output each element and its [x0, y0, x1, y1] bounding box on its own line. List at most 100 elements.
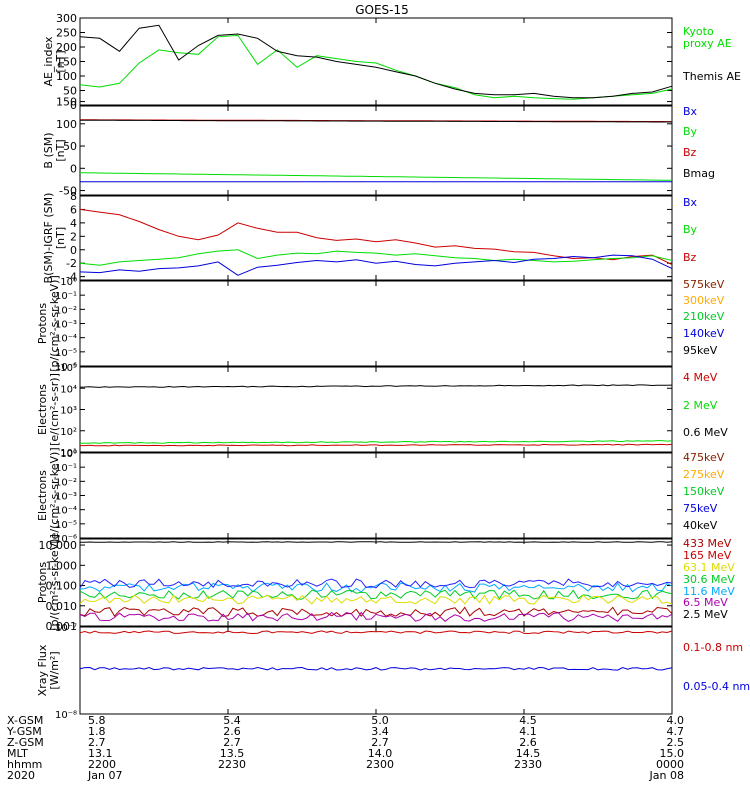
- legend-entry-b: Bz: [683, 146, 697, 159]
- x-axis-value: 4.7: [667, 725, 685, 738]
- x-axis-value: 2200: [88, 758, 116, 771]
- x-axis-value: 2230: [218, 758, 246, 771]
- panel-frame-ae: [79, 17, 673, 106]
- y-tick-label-prot1: 10⁻³: [55, 320, 77, 331]
- y-tick-label-db: 4: [70, 217, 77, 230]
- y-tick-label-ae: 0: [70, 99, 77, 112]
- y-tick-label-prot2: 1.000: [46, 559, 78, 572]
- series-line-elec1-0-6-mev: [79, 384, 673, 388]
- x-axis-row-label: MLT: [7, 747, 28, 760]
- legend-entry-db: By: [683, 223, 698, 236]
- series-line-prot2-433-mev: [79, 611, 673, 622]
- y-tick-label-b: 150: [56, 96, 77, 109]
- x-axis-value: 0000: [656, 758, 684, 771]
- x-axis-value: 2.7: [88, 736, 106, 749]
- panel-frame-xray: [79, 626, 673, 715]
- y-tick-label-prot1: 10⁻¹: [55, 291, 77, 302]
- x-axis-row-label: Y-GSM: [6, 725, 42, 738]
- y-tick-label-ae: 200: [56, 41, 77, 54]
- figure-title: GOES-15: [355, 3, 409, 17]
- y-axis-label-elec2: [e/(cm²-s-sr-keV)]: [48, 447, 61, 543]
- x-axis-value: 2.7: [223, 736, 241, 749]
- y-tick-label-elec2: 10⁻³: [55, 492, 77, 503]
- y-tick-label-b: 100: [56, 118, 77, 131]
- legend-entry-elec2: 75keV: [683, 502, 718, 515]
- y-tick-label-prot1: 10⁻⁶: [55, 362, 77, 373]
- series-line-prot2-11-6-mev: [79, 582, 673, 593]
- y-tick-label-elec1: 10⁴: [60, 384, 77, 395]
- x-axis-value: 5.0: [371, 714, 389, 727]
- y-tick-label-ae: 250: [56, 27, 77, 40]
- x-axis-value: 4.5: [519, 714, 537, 727]
- series-line-prot2-2-5-mev: [80, 541, 673, 543]
- y-axis-label-prot2: [p/(cm²-s-sr-keV)]: [48, 534, 61, 631]
- series-line-ae-themis-ae: [79, 24, 673, 99]
- legend-entry-prot1: 95keV: [683, 344, 718, 357]
- legend-entry-elec1: 2 MeV: [683, 399, 718, 412]
- y-tick-label-elec2: 10⁻²: [55, 477, 77, 488]
- y-tick-label-xray: 10⁻⁸: [55, 710, 77, 721]
- series-line-elec1-2-mev: [80, 440, 673, 444]
- x-axis-row-label: Z-GSM: [7, 736, 44, 749]
- x-axis-value: 2.6: [223, 725, 241, 738]
- legend-entry-elec2: 150keV: [683, 485, 725, 498]
- x-axis-value: 5.8: [88, 714, 106, 727]
- x-axis-value: 2.7: [371, 736, 389, 749]
- y-tick-label-ae: 50: [63, 85, 77, 98]
- x-axis-value: 13.1: [88, 747, 113, 760]
- panel-frame-db: [79, 195, 673, 281]
- x-axis-value: 3.4: [371, 725, 389, 738]
- y-tick-label-prot1: 10⁻²: [55, 305, 77, 316]
- legend-entry-elec2: 275keV: [683, 468, 725, 481]
- y-tick-label-elec2: 10⁻⁴: [55, 506, 77, 517]
- series-line-db-by: [79, 249, 673, 266]
- y-axis-label-ae: [nT]: [54, 50, 67, 72]
- x-axis-value: 14.5: [516, 747, 541, 760]
- legend-entry-db: Bz: [683, 251, 697, 264]
- y-tick-label-ae: 100: [56, 70, 77, 83]
- x-axis-value: Jan 07: [87, 769, 122, 782]
- legend-entry-elec1: 0.6 MeV: [683, 426, 728, 439]
- y-tick-label-prot1: 10⁰: [60, 277, 77, 288]
- y-tick-label-prot1: 10⁻⁴: [55, 334, 77, 345]
- legend-entry-b: Bmag: [683, 167, 715, 180]
- legend-entry-prot2: 11.6 MeV: [683, 585, 735, 598]
- legend-entry-prot2: 433 MeV: [683, 537, 732, 550]
- legend-entry-prot1: 575keV: [683, 278, 725, 291]
- y-axis-label-prot2: Protons: [36, 562, 49, 603]
- y-axis-label-elec1: Electrons: [36, 384, 49, 435]
- panel-frame-prot1: [79, 280, 673, 367]
- y-tick-label-db: -4: [66, 271, 77, 284]
- y-axis-label-ae: AE_index: [42, 36, 55, 87]
- legend-entry-db: Bx: [683, 196, 698, 209]
- series-line-b-by: [80, 172, 672, 181]
- legend-entry-b: By: [683, 125, 698, 138]
- y-axis-label-xray: Xray Flux: [36, 644, 49, 696]
- y-tick-label-b: 0: [70, 162, 77, 175]
- y-tick-label-ae: 300: [56, 12, 77, 25]
- y-tick-label-prot2: 0.100: [46, 580, 78, 593]
- x-axis-value: 1.8: [88, 725, 106, 738]
- x-axis-value: 5.4: [223, 714, 241, 727]
- y-tick-label-elec2: 10⁻⁵: [55, 520, 77, 531]
- series-line-b-bmag: [79, 119, 672, 123]
- series-line-xray-0-1-0-8-nm: [79, 630, 673, 635]
- y-tick-label-prot1: 10⁻⁵: [55, 348, 77, 359]
- y-tick-label-db: 2: [70, 230, 77, 243]
- y-tick-label-prot2: 0.001: [46, 620, 78, 633]
- legend-entry-prot2: 63.1 MeV: [683, 561, 735, 574]
- legend-entry-prot2: 6.5 MeV: [683, 596, 728, 609]
- y-tick-label-prot2: 0.010: [46, 600, 78, 613]
- legend-entry-elec2: 475keV: [683, 451, 725, 464]
- y-tick-label-db: 0: [70, 244, 77, 257]
- y-tick-label-elec1: 10²: [60, 427, 77, 438]
- y-axis-label-prot1: [p/(cm²-s-sr-keV)]: [48, 275, 61, 372]
- x-axis-value: 14.0: [368, 747, 393, 760]
- y-tick-label-ae: 150: [56, 56, 77, 69]
- x-axis-value: 4.0: [667, 714, 685, 727]
- x-axis-value: 2330: [514, 758, 542, 771]
- y-tick-label-elec1: 10³: [60, 406, 77, 417]
- legend-entry-prot1: 210keV: [683, 310, 725, 323]
- legend-entry-xray: 0.05-0.4 nm: [683, 680, 750, 693]
- legend-entry-elec2: 40keV: [683, 519, 718, 532]
